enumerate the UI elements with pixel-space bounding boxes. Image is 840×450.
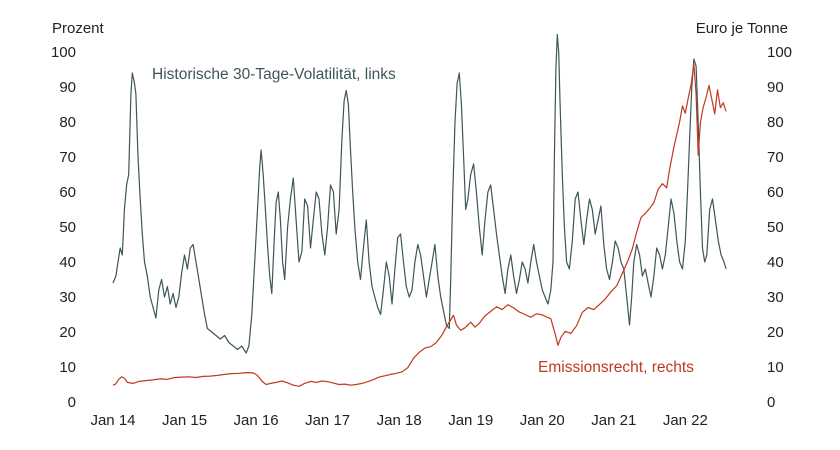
x-tick-label: Jan 17 (305, 412, 350, 429)
right-tick-label: 10 (767, 359, 784, 376)
right-axis-ticks: 0 10 20 30 40 50 60 70 80 90 100 (767, 44, 792, 411)
x-tick-label: Jan 14 (90, 412, 135, 429)
left-tick-label: 100 (51, 44, 76, 61)
x-tick-label: Jan 16 (234, 412, 279, 429)
left-tick-label: 90 (59, 79, 76, 96)
volatility-line (112, 33, 727, 354)
right-tick-label: 40 (767, 254, 784, 271)
right-tick-label: 20 (767, 324, 784, 341)
right-tick-label: 90 (767, 79, 784, 96)
x-tick-label: Jan 19 (448, 412, 493, 429)
x-tick-label: Jan 21 (591, 412, 636, 429)
left-tick-label: 30 (59, 289, 76, 306)
right-tick-label: 30 (767, 289, 784, 306)
left-tick-label: 20 (59, 324, 76, 341)
left-tick-label: 50 (59, 219, 76, 236)
emission-price-line (112, 63, 727, 387)
series-label-volatility: Historische 30-Tage-Volatilität, links (152, 66, 396, 83)
left-tick-label: 80 (59, 114, 76, 131)
x-axis-ticks: Jan 14 Jan 15 Jan 16 Jan 17 Jan 18 Jan 19 Jan … (90, 412, 707, 429)
x-tick-label: Jan 22 (663, 412, 708, 429)
right-tick-label: 0 (767, 394, 775, 411)
x-tick-label: Jan 20 (520, 412, 565, 429)
left-tick-label: 10 (59, 359, 76, 376)
right-tick-label: 100 (767, 44, 792, 61)
left-tick-label: 60 (59, 184, 76, 201)
x-tick-label: Jan 18 (377, 412, 422, 429)
right-tick-label: 60 (767, 184, 784, 201)
right-tick-label: 80 (767, 114, 784, 131)
right-tick-label: 50 (767, 219, 784, 236)
left-tick-label: 0 (68, 394, 76, 411)
series-label-emission: Emissionsrecht, rechts (538, 359, 694, 376)
left-axis-ticks: 0 10 20 30 40 50 60 70 80 90 100 (51, 44, 76, 411)
left-axis-title: Prozent (52, 20, 105, 37)
left-tick-label: 40 (59, 254, 76, 271)
x-tick-label: Jan 15 (162, 412, 207, 429)
right-tick-label: 70 (767, 149, 784, 166)
series-lines (112, 33, 727, 387)
left-tick-label: 70 (59, 149, 76, 166)
right-axis-title: Euro je Tonne (696, 20, 788, 37)
